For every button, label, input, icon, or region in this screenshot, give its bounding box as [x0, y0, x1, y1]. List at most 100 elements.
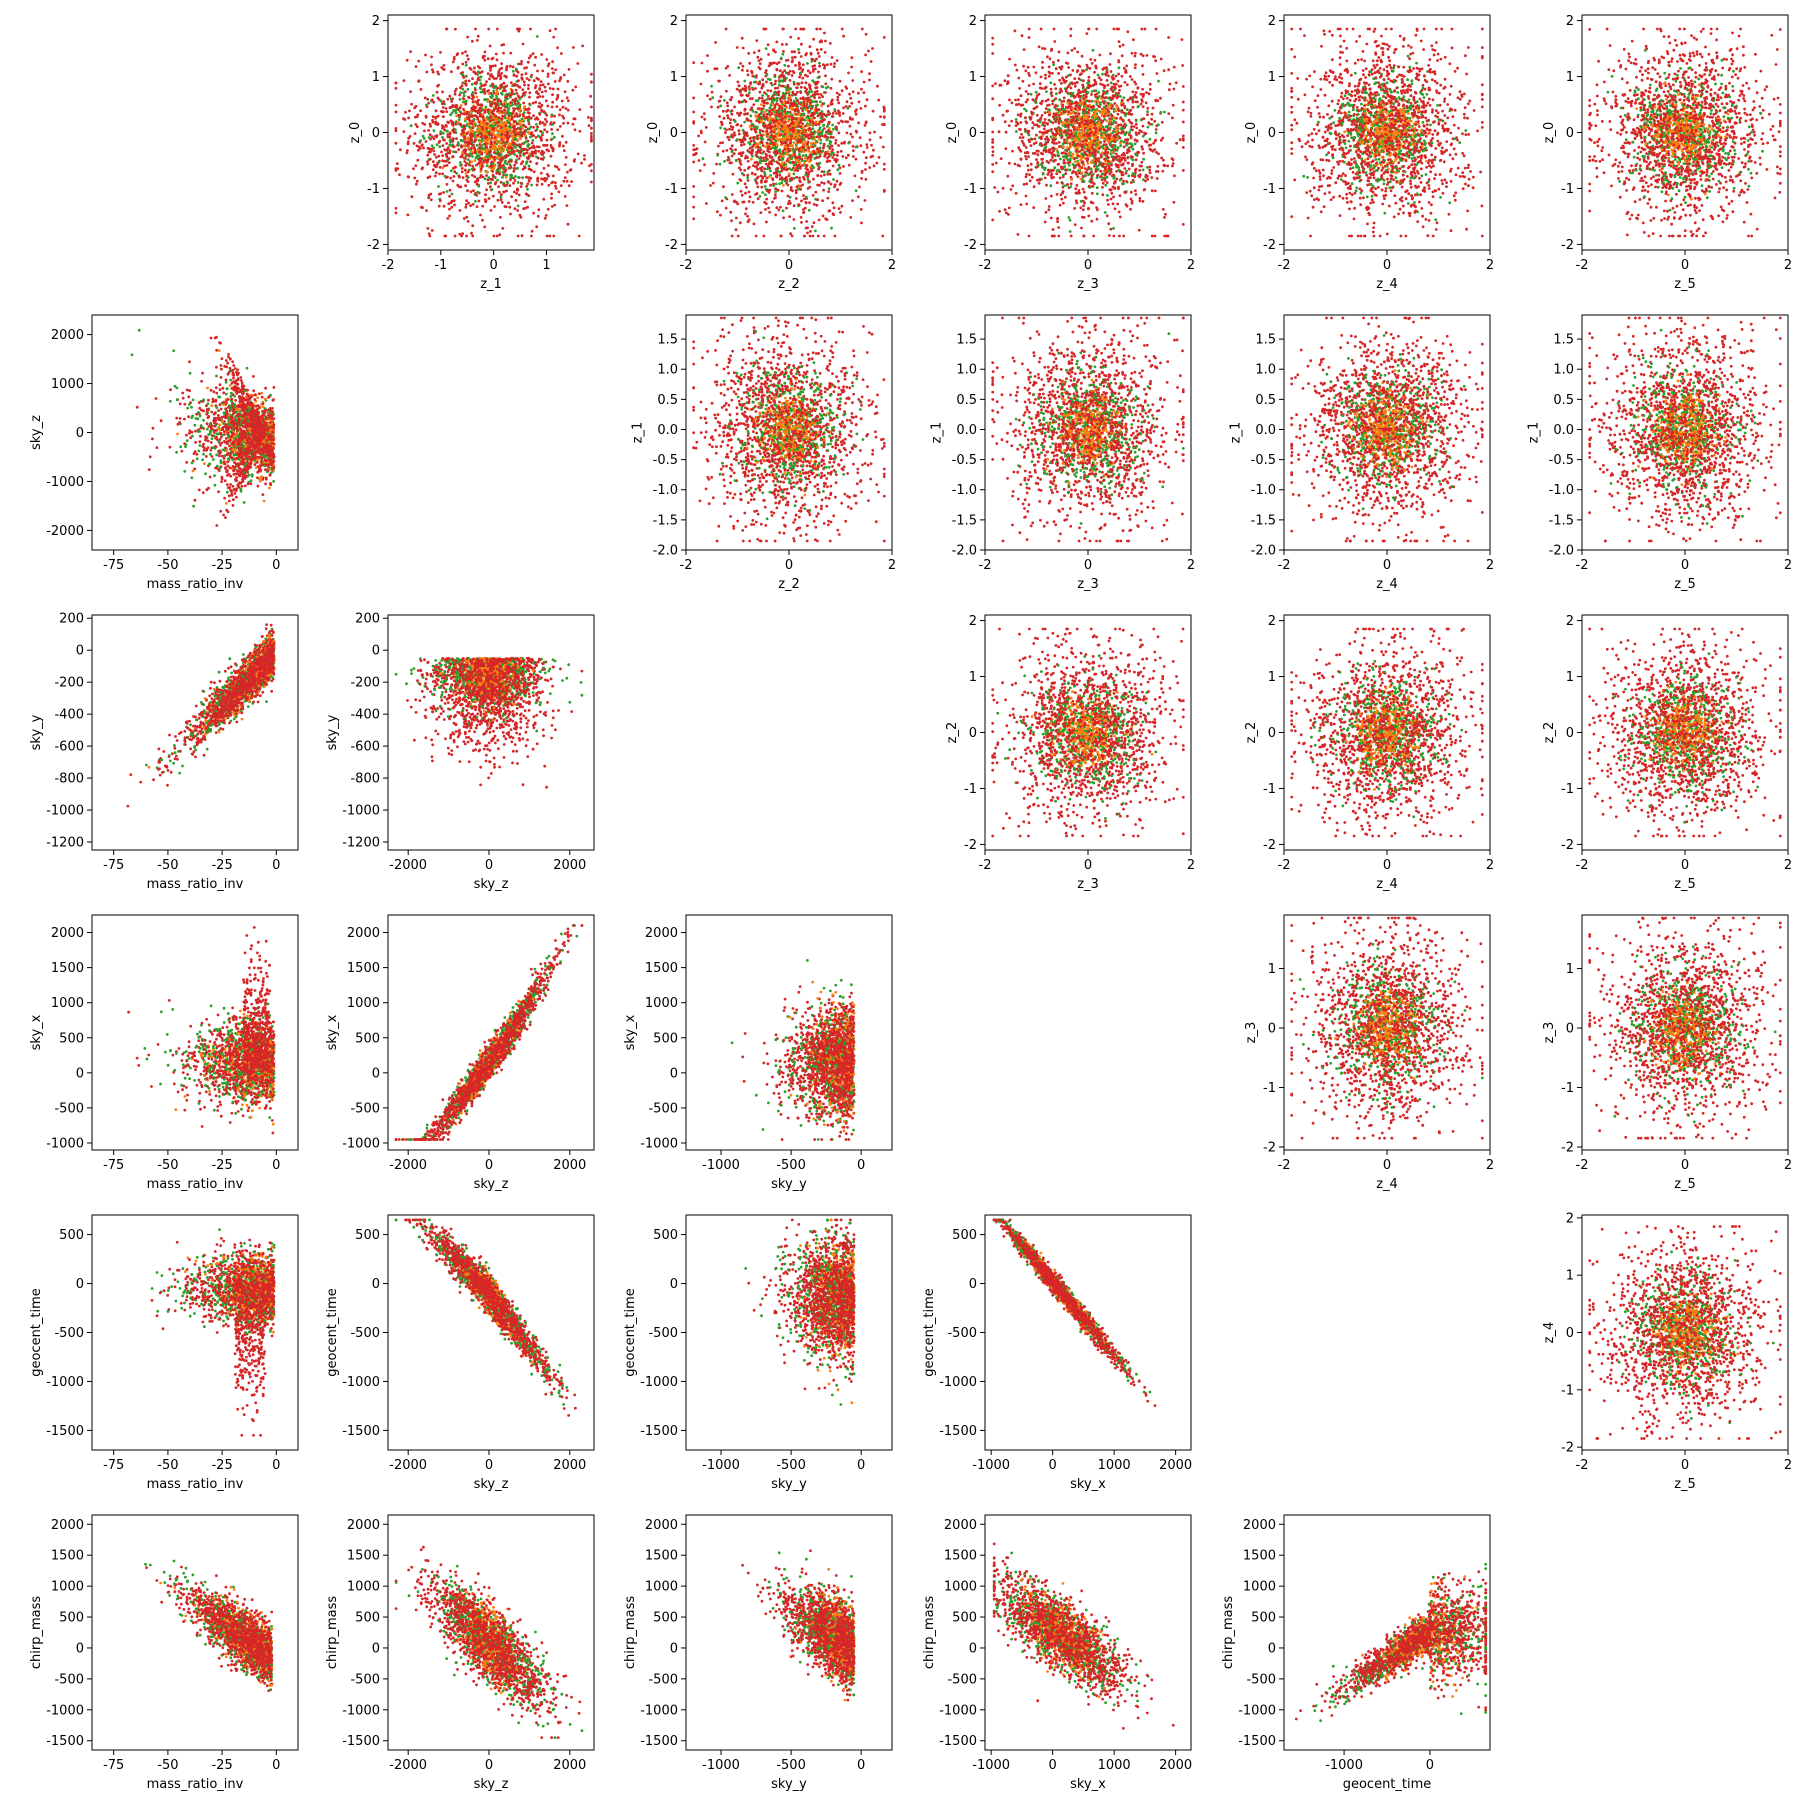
point: [436, 91, 439, 94]
point: [465, 216, 468, 219]
point: [527, 84, 530, 87]
point: [477, 99, 480, 102]
point: [532, 126, 535, 129]
point: [551, 93, 554, 96]
point: [542, 198, 545, 201]
point: [521, 88, 524, 91]
point: [566, 171, 569, 174]
point: [513, 74, 516, 77]
point: [514, 146, 517, 149]
point: [487, 28, 490, 31]
point: [457, 148, 460, 151]
point: [550, 128, 553, 131]
point: [465, 64, 468, 67]
point: [480, 91, 483, 94]
point: [428, 232, 431, 235]
point: [487, 72, 490, 75]
point: [442, 144, 445, 147]
point: [541, 70, 544, 73]
point: [484, 51, 487, 54]
point: [430, 56, 433, 59]
point: [512, 70, 515, 73]
point: [552, 72, 555, 75]
point: [526, 183, 529, 186]
point: [457, 144, 460, 147]
point: [481, 205, 484, 208]
point: [485, 146, 488, 149]
point: [473, 147, 476, 150]
point: [457, 141, 460, 144]
point: [441, 127, 444, 130]
point: [459, 161, 462, 164]
point: [484, 178, 487, 181]
point: [536, 70, 539, 73]
point: [489, 69, 492, 72]
point: [449, 149, 452, 152]
point: [547, 75, 550, 78]
point: [509, 65, 512, 68]
point: [536, 128, 539, 131]
point: [432, 94, 435, 97]
point: [452, 180, 455, 183]
point: [426, 98, 429, 101]
point: [533, 79, 536, 82]
point: [556, 128, 559, 131]
point: [545, 100, 548, 103]
point: [519, 98, 522, 101]
point: [437, 185, 440, 188]
point: [551, 67, 554, 70]
point: [506, 182, 509, 185]
point: [527, 87, 530, 90]
point: [395, 104, 398, 107]
point: [461, 232, 464, 235]
point: [485, 80, 488, 83]
point: [536, 184, 539, 187]
point: [583, 154, 586, 157]
point: [558, 79, 561, 82]
point: [395, 87, 398, 90]
point: [500, 198, 503, 201]
point: [528, 165, 531, 168]
point: [407, 143, 410, 146]
point: [523, 84, 526, 87]
point: [453, 199, 456, 202]
point: [551, 113, 554, 116]
point: [537, 150, 540, 153]
point: [476, 39, 479, 42]
point: [395, 129, 398, 132]
point: [399, 148, 402, 151]
point: [461, 125, 464, 128]
point: [504, 205, 507, 208]
point: [492, 90, 495, 93]
point: [488, 197, 491, 200]
point: [534, 56, 537, 59]
point: [486, 116, 489, 119]
point: [436, 85, 439, 88]
point: [451, 193, 454, 196]
point: [544, 86, 547, 89]
point: [439, 192, 442, 195]
point: [566, 80, 569, 83]
point: [464, 184, 467, 187]
point: [501, 227, 504, 230]
point: [590, 181, 593, 184]
point: [465, 61, 468, 64]
point: [474, 200, 477, 203]
point: [406, 149, 409, 152]
point: [519, 86, 522, 89]
point: [404, 111, 407, 114]
point: [528, 91, 531, 94]
point: [471, 83, 474, 86]
point: [578, 108, 581, 111]
point: [513, 164, 516, 167]
point: [500, 62, 503, 65]
point: [517, 181, 520, 184]
point: [590, 139, 593, 142]
point: [525, 66, 528, 69]
point: [576, 62, 579, 65]
point: [446, 190, 449, 193]
point: [548, 235, 551, 238]
point: [537, 215, 540, 218]
point: [425, 104, 428, 107]
